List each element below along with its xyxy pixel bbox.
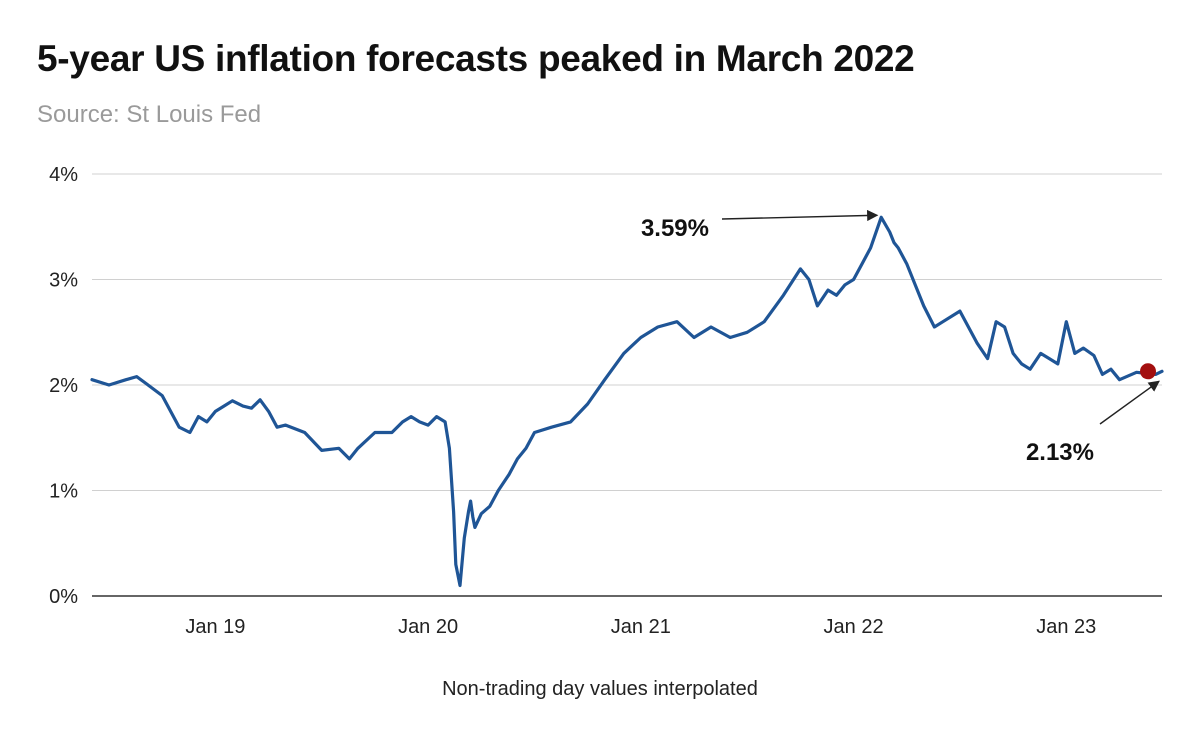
chart-source: Source: St Louis Fed: [37, 101, 262, 128]
x-tick-label: Jan 22: [824, 616, 884, 638]
x-tick-label: Jan 20: [398, 616, 458, 638]
x-tick-label: Jan 19: [185, 616, 245, 638]
gridlines: [92, 173, 1162, 597]
x-tick-label: Jan 23: [1036, 616, 1096, 638]
y-tick-label: 1%: [49, 481, 78, 503]
x-tick-label: Jan 21: [611, 616, 671, 638]
annotations: 3.59% 2.13%: [641, 209, 1160, 466]
y-axis-tick-labels: 0% 1% 2% 3% 4%: [49, 164, 78, 608]
y-tick-label: 2%: [49, 375, 78, 397]
x-axis-note: Non-trading day values interpolated: [442, 678, 758, 700]
latest-arrow: [1099, 380, 1160, 425]
peak-label: 3.59%: [641, 215, 709, 242]
series-group: [90, 215, 1164, 588]
y-tick-label: 3%: [49, 270, 78, 292]
latest-point-marker: [1140, 363, 1156, 380]
chart-title: 5-year US inflation forecasts peaked in …: [37, 38, 915, 79]
latest-label: 2.13%: [1026, 439, 1094, 466]
y-tick-label: 0%: [49, 586, 78, 608]
x-axis-tick-labels: Jan 19 Jan 20 Jan 21 Jan 22 Jan 23: [185, 616, 1096, 638]
peak-arrow: [721, 209, 879, 222]
y-tick-label: 4%: [49, 164, 78, 186]
series-line: [90, 215, 1164, 588]
